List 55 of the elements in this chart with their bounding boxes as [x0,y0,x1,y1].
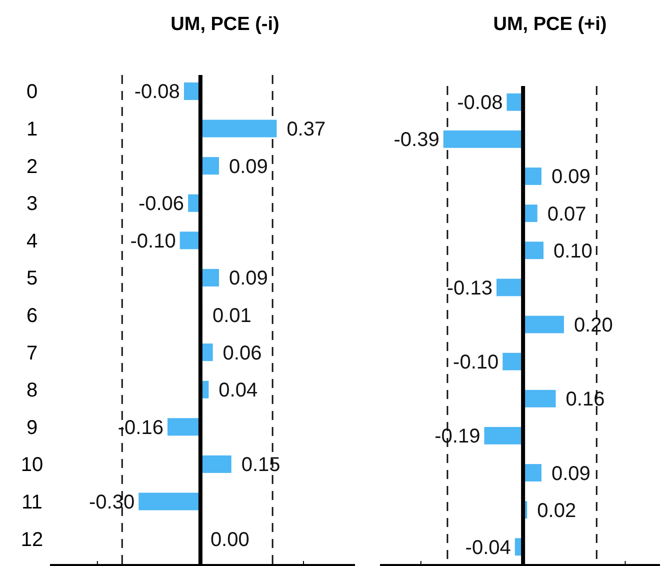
bar [496,278,524,296]
bar [167,418,200,436]
data-label: -0.39 [394,129,440,152]
data-label: -0.19 [434,426,480,448]
bar [180,232,200,250]
bar [523,168,542,185]
data-label: 0.07 [547,203,586,226]
data-label: 0.04 [218,380,258,402]
y-tick-label: 8 [26,380,38,402]
bar [523,390,556,408]
data-label: 0.10 [554,240,592,262]
data-label: 0.00 [210,528,250,551]
data-label: 0.37 [286,118,326,141]
y-tick-label: 6 [26,305,38,327]
y-tick-label: 1 [26,118,38,141]
bar [523,242,544,260]
data-label: -0.13 [446,277,492,300]
data-label: -0.06 [138,193,184,216]
y-tick-label: 10 [20,454,44,476]
bar [502,352,524,370]
y-tick-label: 2 [26,156,38,178]
data-label: 0.09 [551,166,590,188]
data-label: -0.30 [89,491,135,514]
y-tick-label: 0 [26,81,38,104]
data-label: 0.09 [228,268,268,290]
data-label: -0.16 [118,416,164,439]
data-label: 0.01 [212,305,252,327]
y-tick-label: 11 [22,491,42,514]
y-tick-label: 7 [26,342,38,364]
bar [200,120,277,138]
y-tick-label: 5 [26,268,38,290]
bar [443,130,524,148]
data-label: 0.09 [228,156,268,178]
bar [523,464,542,482]
chart-title: UM, PCE (-i) [170,14,280,35]
data-label: 0.06 [222,342,262,364]
y-tick-label: 9 [26,416,38,439]
data-label: 0.20 [574,314,613,336]
bar [200,455,232,473]
data-label: -0.08 [457,92,503,114]
y-tick-label: 3 [26,193,38,216]
bar [484,426,524,444]
data-label: -0.10 [453,352,499,374]
data-label: -0.04 [465,536,511,559]
y-tick-label: 4 [26,230,38,252]
data-label: 0.09 [551,462,590,485]
data-label: 0.16 [566,388,605,411]
data-label: 0.15 [241,454,280,476]
chart-title: UM, PCE (+i) [493,14,607,35]
bar [138,492,200,510]
bar [523,316,564,334]
data-label: -0.10 [130,230,176,252]
data-label: 0.02 [537,500,576,522]
y-tick-label: 12 [20,528,44,551]
data-label: -0.08 [134,81,180,104]
